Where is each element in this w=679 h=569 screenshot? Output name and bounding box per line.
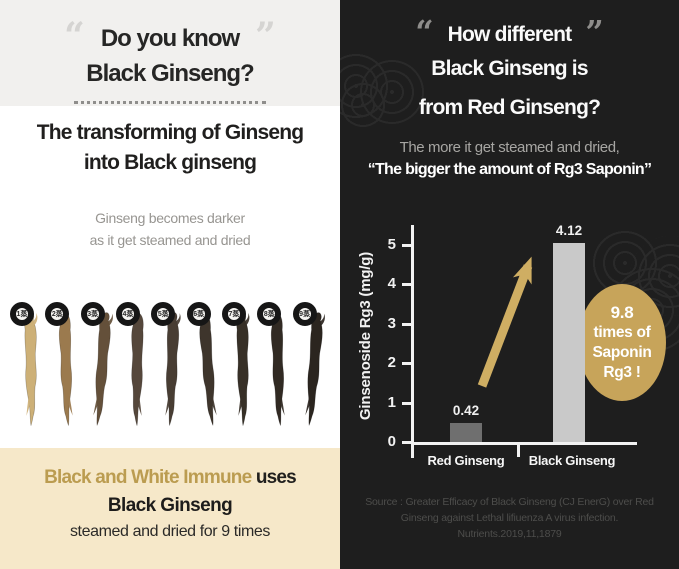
badge-line4: Rg3 ! <box>603 363 641 381</box>
left-quote-heading: “ Do you know ” <box>0 0 340 57</box>
left-headline-line2: into Black ginseng <box>83 151 257 174</box>
x-axis-tick <box>517 444 520 457</box>
root-illustration <box>196 312 217 426</box>
cloud-arc-pattern-icon <box>340 78 390 132</box>
x-category-label: Red Ginseng <box>427 453 505 468</box>
ginseng-root-3: 3蒸 <box>80 297 117 443</box>
root-illustration <box>57 312 73 426</box>
open-quote-icon: “ <box>415 13 434 51</box>
left-headline: The transforming of Ginseng into Black g… <box>0 118 340 178</box>
root-illustration <box>165 312 181 426</box>
steam-count-badge: 9蒸 <box>292 302 317 326</box>
y-tick-mark <box>402 441 411 444</box>
x-axis-line <box>411 442 637 445</box>
left-heading-line1: Do you know <box>100 25 240 52</box>
ginseng-root-8: 8蒸 <box>257 297 293 443</box>
close-quote-icon: ” <box>255 15 276 57</box>
ginseng-roots-row: 1蒸 2蒸 3蒸 4蒸 5蒸 6蒸 7蒸 8蒸 9蒸 <box>10 297 329 443</box>
steam-count-badge: 6蒸 <box>186 302 211 326</box>
steam-count-badge: 1蒸 <box>10 302 34 326</box>
ginseng-root-4: 4蒸 <box>115 297 152 443</box>
close-quote-icon: ” <box>585 13 604 51</box>
steam-count-badge: 3蒸 <box>80 302 105 326</box>
source-line1: Source : Greater Efficacy of Black Ginse… <box>365 496 654 508</box>
bar-value-label: 4.12 <box>555 223 583 238</box>
left-headline-line1: The transforming of Ginseng <box>36 121 304 144</box>
bar-black-ginseng <box>553 243 585 442</box>
brand-name: Black and White Immune <box>44 467 252 488</box>
root-illustration <box>92 312 113 426</box>
ginseng-root-2: 2蒸 <box>45 297 81 443</box>
ginseng-root-6: 6蒸 <box>186 297 223 443</box>
badge-line1: 9.8 <box>610 302 634 322</box>
y-tick-label: 3 <box>387 314 396 332</box>
ginseng-root-7: 7蒸 <box>221 297 258 443</box>
steam-count-badge: 5蒸 <box>151 302 176 326</box>
saponin-badge: 9.8 times of Saponin Rg3 ! <box>578 284 666 401</box>
source-citation: Source : Greater Efficacy of Black Ginse… <box>350 494 669 542</box>
ginseng-root-9: 9蒸 <box>292 297 329 443</box>
left-panel: “ Do you know ” Black Ginseng? The trans… <box>0 0 340 569</box>
dotted-divider <box>74 101 266 104</box>
root-illustration <box>24 312 38 426</box>
ginseng-root-5: 5蒸 <box>151 297 187 443</box>
increase-arrow-icon <box>477 256 533 388</box>
right-quote-heading: “ How different ” <box>340 0 679 51</box>
y-tick-mark <box>402 243 411 247</box>
right-heading-line3: from Red Ginseng? <box>418 96 601 119</box>
ginseng-root-1: 1蒸 <box>10 297 46 443</box>
left-header-block: “ Do you know ” Black Ginseng? <box>0 0 340 106</box>
steam-count-badge: 8蒸 <box>257 302 282 326</box>
y-tick-label: 4 <box>387 275 396 292</box>
product-footer: Black and White Immune uses Black Ginsen… <box>0 448 340 569</box>
footer-line1-rest: uses <box>251 467 297 488</box>
y-tick-label: 1 <box>387 393 396 411</box>
y-tick-mark <box>402 362 411 365</box>
right-panel: “ How different ” Black Ginseng is from … <box>340 0 679 569</box>
y-tick-label: 2 <box>387 354 396 371</box>
badge-line3: Saponin <box>592 343 652 361</box>
right-subtitle-line1: The more it get steamed and dried, <box>399 139 620 156</box>
left-subtext-line1: Ginseng becomes darker <box>95 210 245 226</box>
right-subtitle-line2: “The bigger the amount of Rg3 Saponin” <box>367 161 652 178</box>
y-tick-mark <box>402 401 411 405</box>
footer-line3: steamed and dried for 9 times <box>69 523 271 540</box>
badge-line2: times of <box>593 323 651 341</box>
root-illustration <box>236 312 250 426</box>
y-tick-mark <box>402 283 411 286</box>
steam-count-badge: 4蒸 <box>115 302 140 326</box>
steam-count-badge: 7蒸 <box>221 302 246 326</box>
source-line2: Ginseng against Lethal lifiuenza A virus… <box>400 512 619 524</box>
right-heading-line1: How different <box>447 23 573 46</box>
bar-red-ginseng <box>450 423 482 442</box>
left-subtext: Ginseng becomes darker as it get steamed… <box>0 207 340 251</box>
x-category-label: Black Ginseng <box>528 453 616 468</box>
bar-value-label: 0.42 <box>452 403 480 418</box>
source-line3: Nutrients.2019,11,1879 <box>457 528 562 540</box>
left-subtext-line2: as it get steamed and dried <box>89 232 251 248</box>
y-axis-line <box>411 225 414 458</box>
y-tick-mark <box>402 322 411 326</box>
y-tick-label: 0 <box>387 433 396 450</box>
footer-line2: Black Ginseng <box>107 495 233 516</box>
right-heading-line2: Black Ginseng is <box>431 57 588 80</box>
steam-count-badge: 2蒸 <box>45 302 70 326</box>
open-quote-icon: “ <box>64 15 85 57</box>
left-heading-line2: Black Ginseng? <box>86 60 254 87</box>
root-illustration <box>304 312 325 426</box>
y-tick-label: 5 <box>387 235 396 253</box>
footer-line1: Black and White Immune uses <box>0 467 340 489</box>
